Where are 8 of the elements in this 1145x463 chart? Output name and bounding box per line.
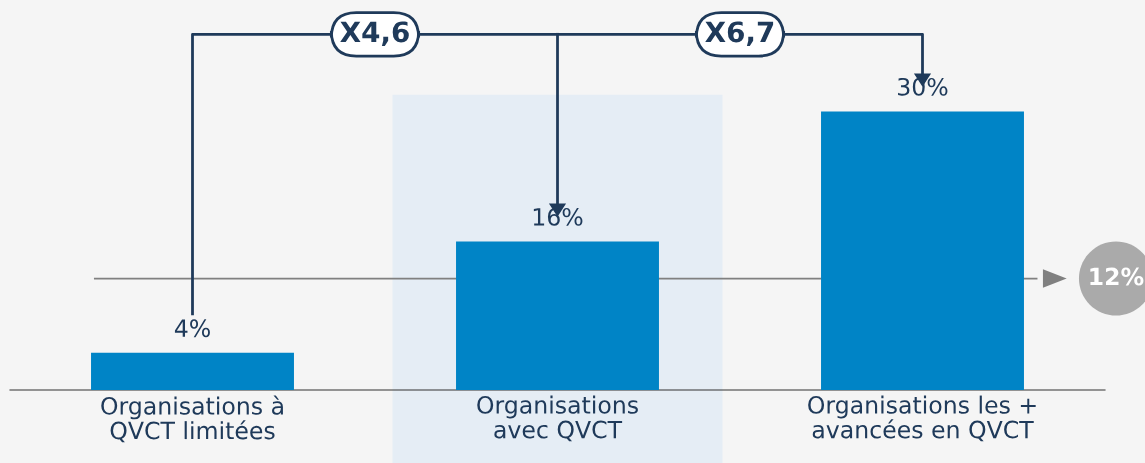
data-label: 16%: [533, 207, 583, 226]
ref-line-label: 12%: [1090, 267, 1144, 286]
text: X6,7: [705, 21, 774, 46]
data-label: 4%: [174, 319, 210, 338]
text: X4,6: [340, 21, 409, 46]
x-tick-label: Organisations à QVCT limitées: [101, 395, 283, 443]
x-tick-label: Organisations avec QVCT: [477, 395, 638, 442]
x-tick-label: Organisations les + avancées en QVCT: [808, 395, 1036, 442]
